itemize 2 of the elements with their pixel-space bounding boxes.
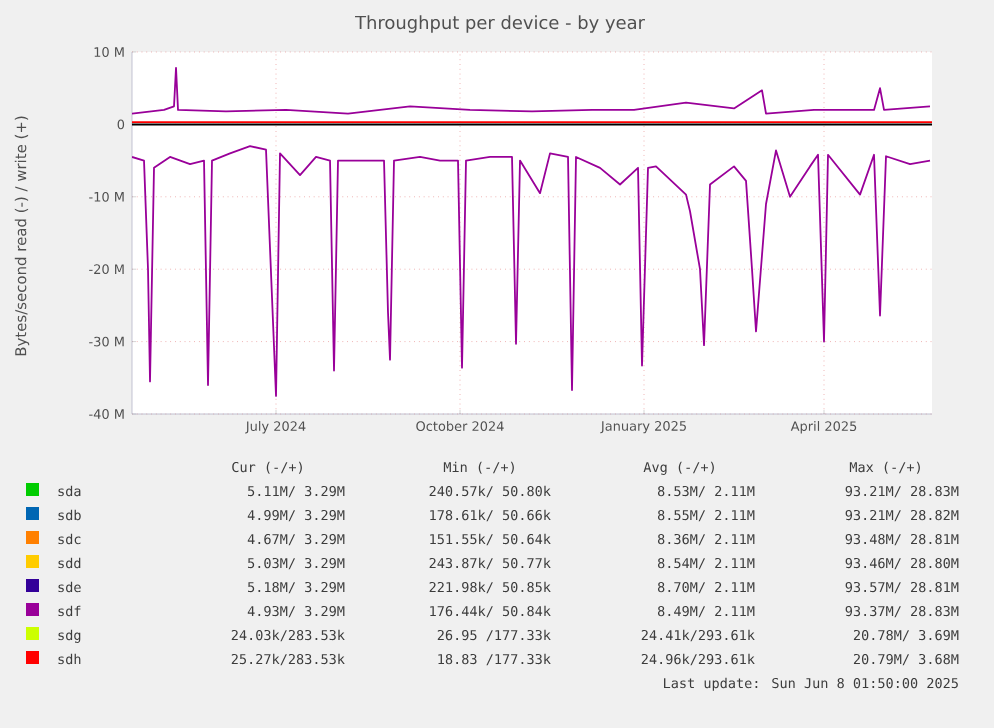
line-series — [132, 67, 931, 115]
chart-title: Throughput per device - by year — [355, 15, 645, 33]
